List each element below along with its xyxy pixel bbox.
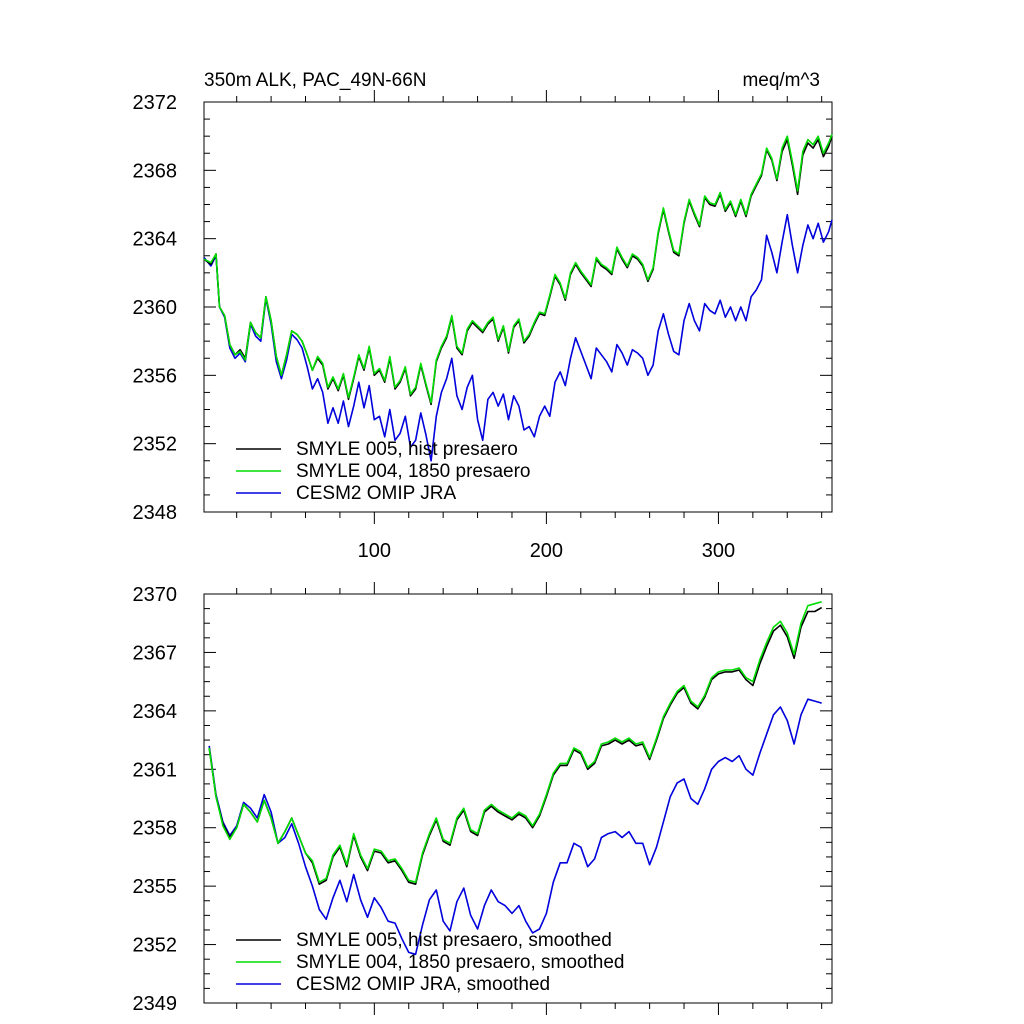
series-line (208, 601, 822, 884)
legend-label: SMYLE 005, hist presaero (296, 439, 518, 460)
legend-label: CESM2 OMIP JRA (296, 483, 456, 504)
series-line (203, 134, 833, 404)
series-line (203, 135, 833, 406)
legend-label: SMYLE 004, 1850 presaero, smoothed (296, 952, 624, 973)
series-line (208, 606, 823, 886)
x-tick-label: 200 (530, 540, 563, 562)
y-tick-label: 2364 (133, 229, 178, 251)
y-tick-label: 2352 (133, 434, 178, 456)
y-tick-label: 2356 (133, 365, 178, 387)
y-tick-label: 2360 (133, 297, 178, 319)
y-tick-label: 2368 (133, 160, 178, 182)
x-tick-label: 300 (702, 540, 735, 562)
series-line (208, 698, 822, 956)
y-tick-label: 2358 (133, 818, 178, 840)
chart-units: meq/m^3 (742, 70, 820, 91)
chart-title: 350m ALK, PAC_49N-66N (204, 70, 427, 91)
y-tick-label: 2370 (133, 584, 178, 606)
y-tick-label: 2355 (133, 876, 178, 898)
y-tick-label: 2364 (133, 701, 178, 723)
x-tick-label: 100 (358, 540, 391, 562)
y-tick-label: 2348 (133, 502, 178, 524)
y-tick-label: 2372 (133, 92, 178, 114)
legend-label: SMYLE 004, 1850 presaero (296, 461, 531, 482)
y-tick-label: 2349 (133, 993, 178, 1015)
legend-label: CESM2 OMIP JRA, smoothed (296, 974, 550, 995)
chart-bottom-panel: 2349 2352 2355 2358 2361 2364 2367 2370 SMYLE 00… (133, 582, 833, 1015)
y-tick-label: 2352 (133, 935, 178, 957)
series-line (203, 213, 833, 462)
y-tick-label: 2361 (133, 759, 178, 781)
legend-label: SMYLE 005, hist presaero, smoothed (296, 930, 612, 951)
y-tick-label: 2367 (133, 642, 178, 664)
chart-top-panel: 350m ALK, PAC_49N-66N meq/m^3 2348 2352 23… (133, 70, 833, 562)
